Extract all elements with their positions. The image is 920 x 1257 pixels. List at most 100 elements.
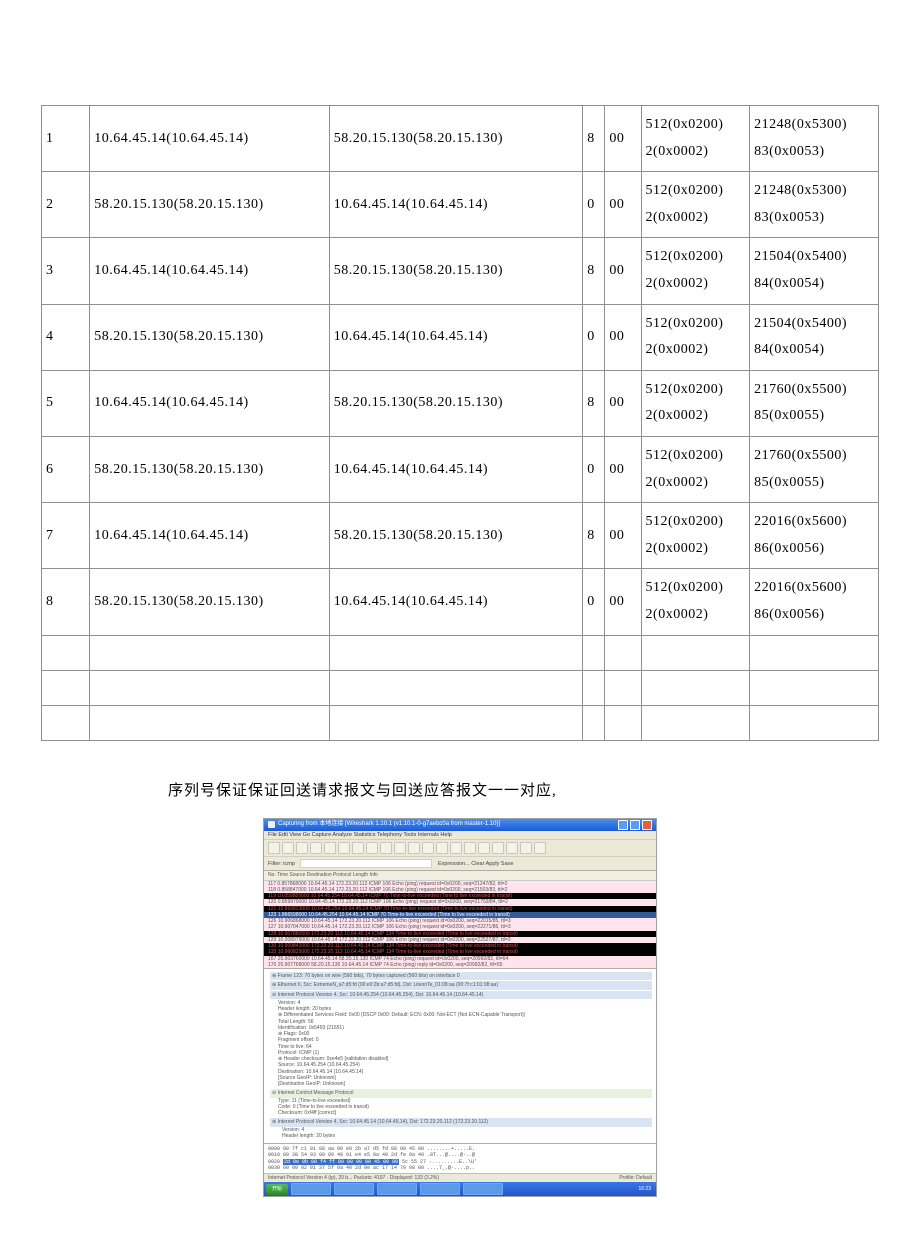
tool-icon[interactable] xyxy=(408,842,420,854)
table-row: 258.20.15.130(58.20.15.130)10.64.45.14(1… xyxy=(42,172,879,238)
tool-icon[interactable] xyxy=(324,842,336,854)
tool-icon[interactable] xyxy=(296,842,308,854)
table-cell: 10.64.45.14(10.64.45.14) xyxy=(329,304,583,370)
table-cell: 0 xyxy=(583,172,605,238)
table-cell: 58.20.15.130(58.20.15.130) xyxy=(329,370,583,436)
table-cell: 21504(0x5400)84(0x0054) xyxy=(750,304,879,370)
task-item[interactable] xyxy=(377,1183,417,1195)
tool-icon[interactable] xyxy=(380,842,392,854)
table-row: 458.20.15.130(58.20.15.130)10.64.45.14(1… xyxy=(42,304,879,370)
table-cell xyxy=(42,670,90,705)
filter-input[interactable] xyxy=(300,859,432,868)
table-cell: 10.64.45.14(10.64.45.14) xyxy=(90,106,329,172)
table-cell: 3 xyxy=(42,238,90,304)
table-cell xyxy=(90,635,329,670)
table-cell: 21248(0x5300)83(0x0053) xyxy=(750,106,879,172)
table-cell: 512(0x0200)2(0x0002) xyxy=(641,172,750,238)
tool-icon[interactable] xyxy=(436,842,448,854)
caption-text: 序列号保证保证回送请求报文与回送应答报文一一对应, xyxy=(0,741,920,818)
table-cell: 4 xyxy=(42,304,90,370)
table-cell xyxy=(329,705,583,740)
table-container: 110.64.45.14(10.64.45.14)58.20.15.130(58… xyxy=(0,0,920,741)
app-icon xyxy=(268,821,275,828)
table-cell: 512(0x0200)2(0x0002) xyxy=(641,503,750,569)
packet-list[interactable]: 117 0.857868000 10.64.45.14 172.23.20.11… xyxy=(264,881,656,969)
table-cell: 58.20.15.130(58.20.15.130) xyxy=(90,304,329,370)
table-cell: 00 xyxy=(605,569,641,635)
table-cell: 0 xyxy=(583,436,605,502)
tool-icon[interactable] xyxy=(394,842,406,854)
table-cell xyxy=(750,635,879,670)
icmp-table: 110.64.45.14(10.64.45.14)58.20.15.130(58… xyxy=(41,105,879,741)
table-row: 858.20.15.130(58.20.15.130)10.64.45.14(1… xyxy=(42,569,879,635)
tool-icon[interactable] xyxy=(338,842,350,854)
tool-icon[interactable] xyxy=(534,842,546,854)
tool-icon[interactable] xyxy=(450,842,462,854)
tool-icon[interactable] xyxy=(478,842,490,854)
table-cell: 00 xyxy=(605,503,641,569)
packet-details[interactable]: ⊕ Frame 123: 70 bytes on wire (560 bits)… xyxy=(264,968,656,1143)
toolbar[interactable] xyxy=(264,840,656,857)
tool-icon[interactable] xyxy=(464,842,476,854)
table-cell: 8 xyxy=(42,569,90,635)
tool-icon[interactable] xyxy=(352,842,364,854)
tool-icon[interactable] xyxy=(366,842,378,854)
status-bar: Internet Protocol Version 4 (ip), 20 b..… xyxy=(264,1173,656,1182)
table-cell: 512(0x0200)2(0x0002) xyxy=(641,569,750,635)
tool-icon[interactable] xyxy=(268,842,280,854)
table-cell xyxy=(583,635,605,670)
ip-header-line: ⊖ Internet Protocol Version 4, Src: 10.6… xyxy=(270,991,652,999)
table-cell xyxy=(605,705,641,740)
table-cell xyxy=(329,635,583,670)
table-cell: 58.20.15.130(58.20.15.130) xyxy=(90,172,329,238)
window-controls xyxy=(618,820,652,830)
system-tray[interactable]: 16:23 xyxy=(638,1186,654,1192)
table-cell: 00 xyxy=(605,304,641,370)
table-cell: 22016(0x5600)86(0x0056) xyxy=(750,569,879,635)
table-cell: 8 xyxy=(583,370,605,436)
nested-ip-line: ⊕ Internet Protocol Version 4, Src: 10.6… xyxy=(270,1118,652,1126)
minimize-icon[interactable] xyxy=(618,820,628,830)
table-row xyxy=(42,705,879,740)
table-cell: 58.20.15.130(58.20.15.130) xyxy=(90,569,329,635)
table-cell xyxy=(90,670,329,705)
table-cell: 2 xyxy=(42,172,90,238)
maximize-icon[interactable] xyxy=(630,820,640,830)
filter-buttons[interactable]: Expression... Clear Apply Save xyxy=(438,861,514,867)
task-item[interactable] xyxy=(463,1183,503,1195)
start-button[interactable]: 开始 xyxy=(266,1184,288,1194)
tool-icon[interactable] xyxy=(310,842,322,854)
table-cell: 10.64.45.14(10.64.45.14) xyxy=(90,503,329,569)
tool-icon[interactable] xyxy=(520,842,532,854)
hex-pane[interactable]: 0000 00 7f c1 01 08 aa 00 e0 2b a7 d5 fd… xyxy=(264,1143,656,1173)
table-cell: 21504(0x5400)84(0x0054) xyxy=(750,238,879,304)
taskbar: 开始 16:23 xyxy=(264,1182,656,1196)
table-cell: 0 xyxy=(583,304,605,370)
table-cell: 21760(0x5500)85(0x0055) xyxy=(750,436,879,502)
detail-line: Header length: 20 bytes xyxy=(270,1133,652,1139)
tool-icon[interactable] xyxy=(506,842,518,854)
task-item[interactable] xyxy=(291,1183,331,1195)
packet-header: No. Time Source Destination Protocol Len… xyxy=(264,871,656,880)
page: 110.64.45.14(10.64.45.14)58.20.15.130(58… xyxy=(0,0,920,1257)
table-cell: 512(0x0200)2(0x0002) xyxy=(641,106,750,172)
menu-bar[interactable]: File Edit View Go Capture Analyze Statis… xyxy=(264,831,656,841)
table-cell: 1 xyxy=(42,106,90,172)
hex-line: 0030 00 00 02 01 37 5f 0a 40 2d 0e ac 17… xyxy=(268,1165,652,1171)
table-cell: 10.64.45.14(10.64.45.14) xyxy=(90,238,329,304)
window-titlebar: Capturing from 本地连接 [Wireshark 1.10.1 (v… xyxy=(264,819,656,831)
tool-icon[interactable] xyxy=(492,842,504,854)
table-cell: 512(0x0200)2(0x0002) xyxy=(641,436,750,502)
table-cell: 00 xyxy=(605,370,641,436)
tool-icon[interactable] xyxy=(282,842,294,854)
close-icon[interactable] xyxy=(642,820,652,830)
status-right: Profile: Default xyxy=(619,1175,652,1181)
table-cell: 0 xyxy=(583,569,605,635)
table-cell: 00 xyxy=(605,106,641,172)
task-item[interactable] xyxy=(334,1183,374,1195)
table-cell xyxy=(329,670,583,705)
table-row xyxy=(42,635,879,670)
task-item[interactable] xyxy=(420,1183,460,1195)
table-cell: 10.64.45.14(10.64.45.14) xyxy=(329,172,583,238)
tool-icon[interactable] xyxy=(422,842,434,854)
